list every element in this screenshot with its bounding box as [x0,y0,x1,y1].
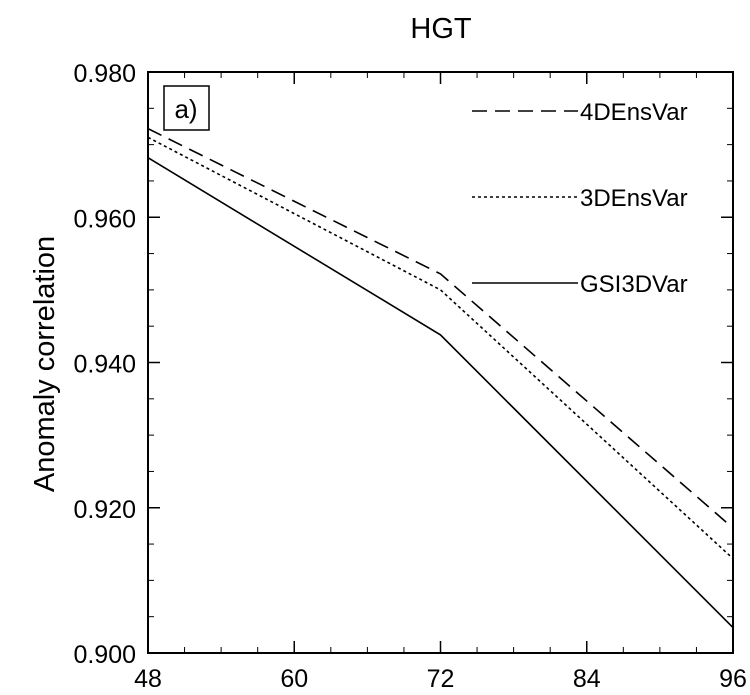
y-tick-label: 0.920 [73,496,136,524]
chart-title: HGT [410,13,472,45]
panel-label-box: a) [163,85,210,131]
y-tick-label: 0.980 [73,60,136,88]
series-line-4densvar [147,127,734,529]
y-tick-label: 0.900 [73,641,136,669]
plot-frame [147,71,734,654]
panel-label: a) [174,94,197,124]
series-line-3densvar [147,136,734,560]
x-tick-label: 48 [134,665,162,693]
x-tick-label: 60 [280,665,308,693]
x-tick-label: 96 [719,665,747,693]
plot-area: 0.900 0.920 0.940 0.960 0.980 48 60 72 84 96 [73,60,746,693]
x-tick-label: 84 [573,665,601,693]
legend-label-3densvar: 3DEnsVar [580,185,688,212]
x-tick-label: 72 [427,665,455,693]
y-tick-label: 0.940 [73,351,136,379]
y-tick-label: 0.960 [73,205,136,233]
legend-label-4densvar: 4DEnsVar [580,99,688,126]
legend-label-gsi3dvar: GSI3DVar [580,271,688,298]
y-axis-label: Anomaly correlation [29,236,61,492]
series-line-gsi3dvar [147,157,734,629]
legend: 4DEnsVar 3DEnsVar GSI3DVar [472,99,688,298]
